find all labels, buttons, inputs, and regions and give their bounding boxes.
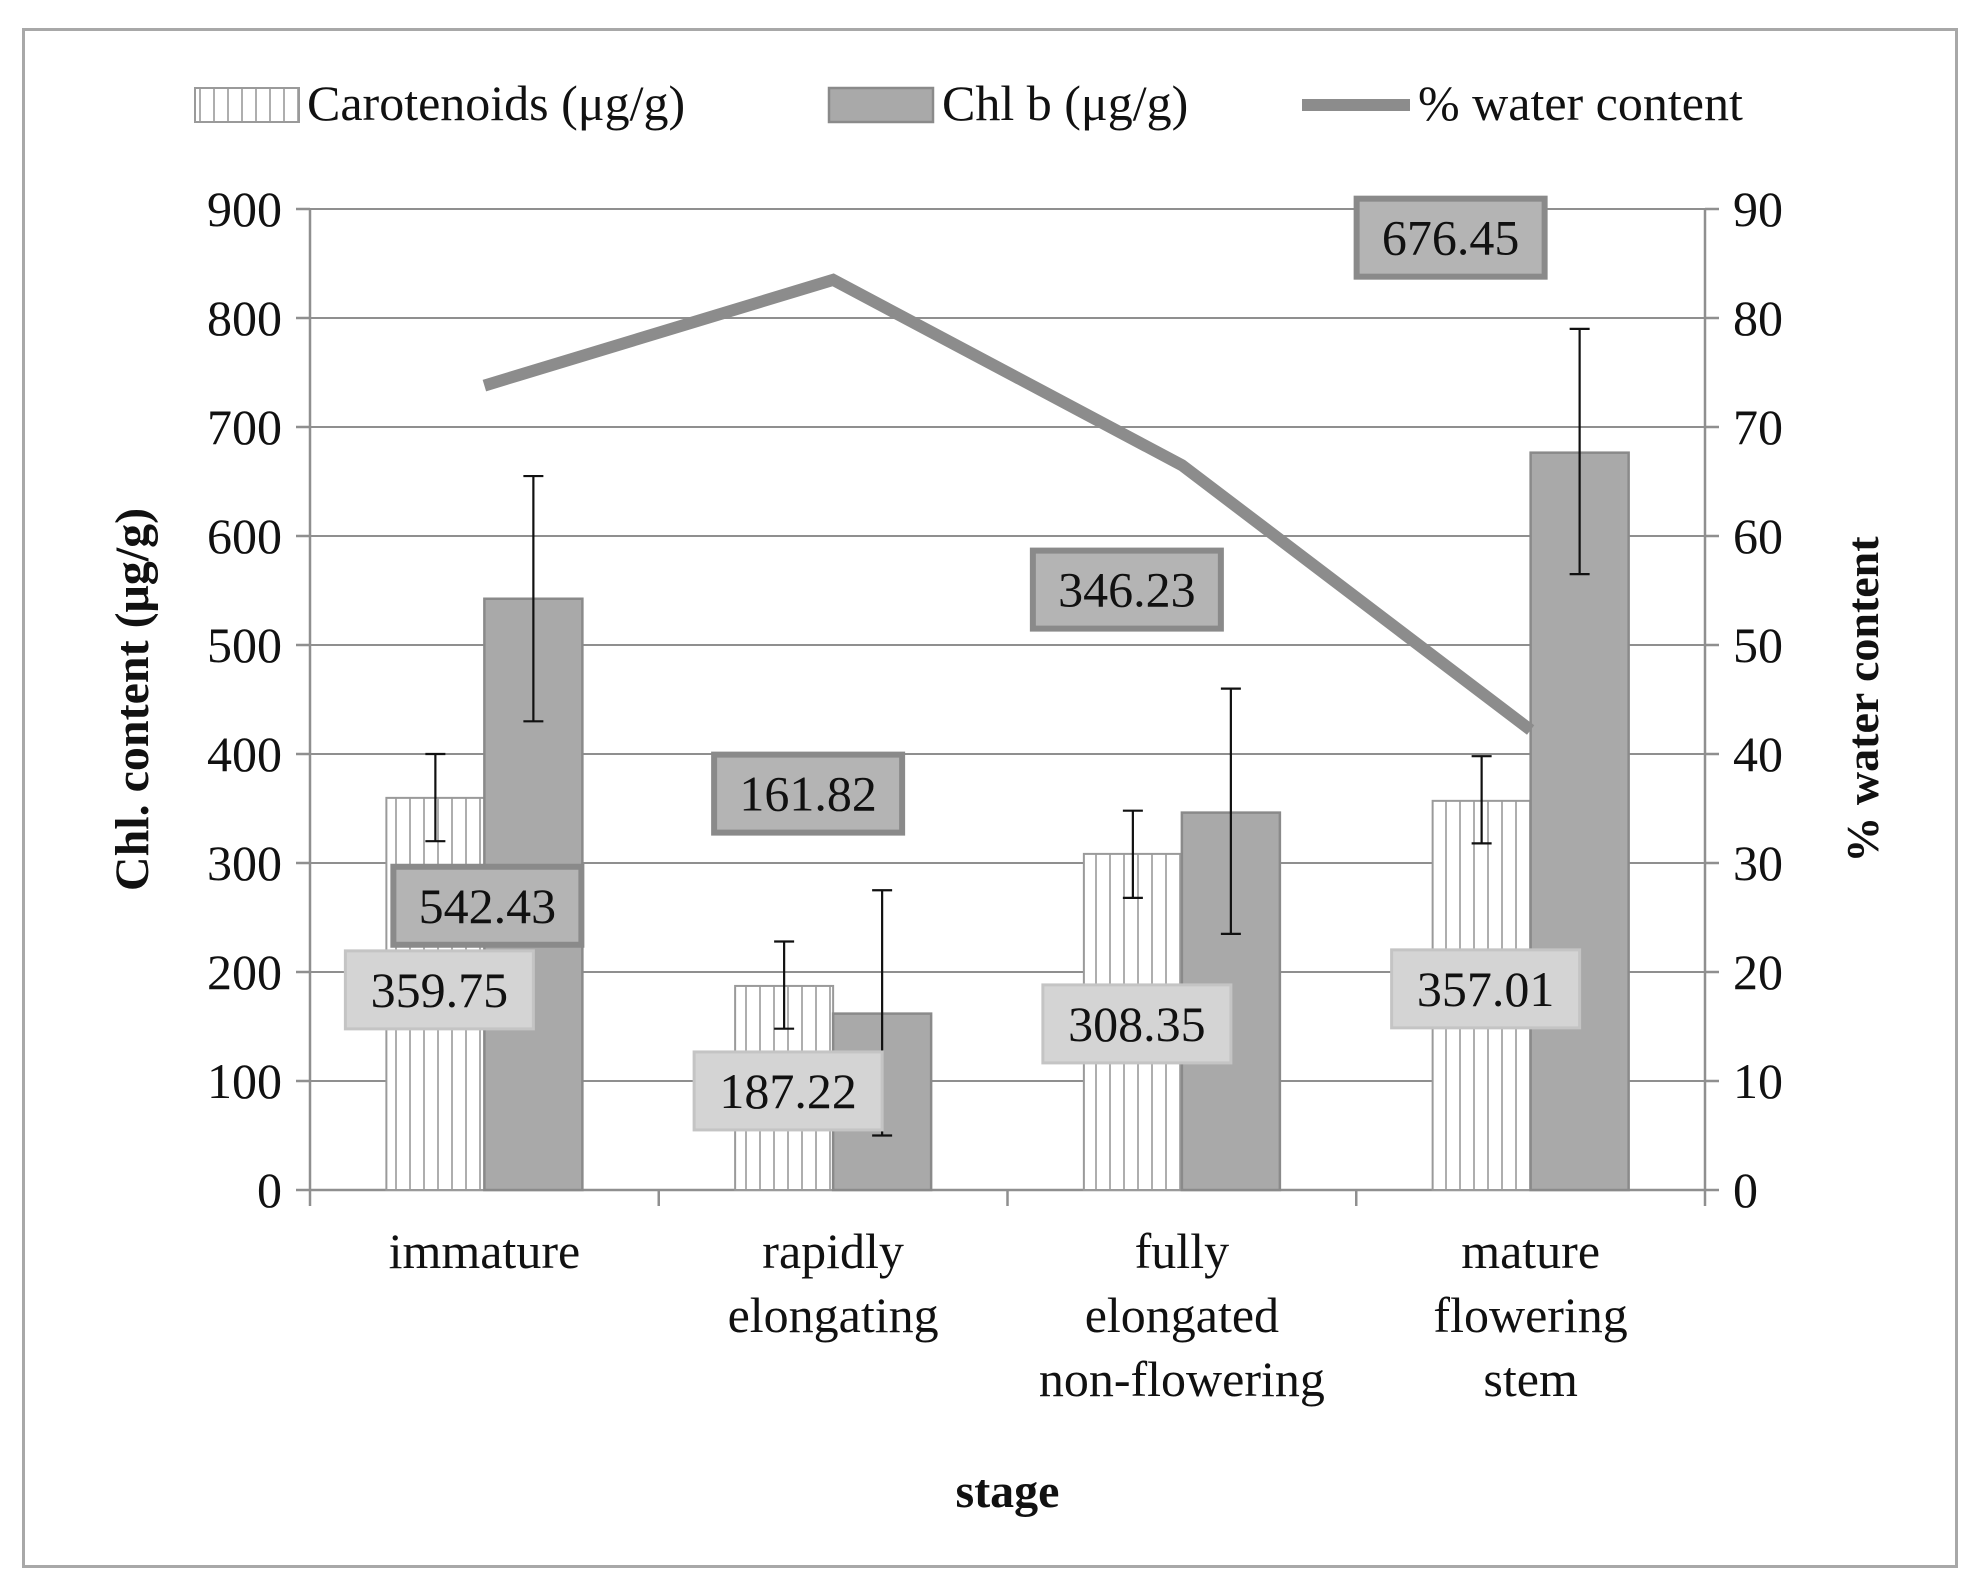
legend-label-carotenoids: Carotenoids (μg/g) [307, 75, 685, 131]
y-tick-label-left: 600 [207, 508, 282, 564]
legend-swatch-carotenoids [194, 87, 300, 123]
data-label-carotenoids: 187.22 [719, 1063, 857, 1119]
x-tick-label: stem [1483, 1351, 1578, 1407]
legend-label-chl-b: Chl b (μg/g) [942, 75, 1188, 131]
y-tick-label-left: 100 [207, 1053, 282, 1109]
x-tick-label: immature [389, 1223, 581, 1279]
data-label-chl-b-box [390, 863, 585, 948]
y-tick-label-left: 500 [207, 617, 282, 673]
y-tick-label-left: 800 [207, 290, 282, 346]
y-axis-title-right: % water content [1837, 536, 1888, 863]
y-tick-label-right: 40 [1733, 726, 1783, 782]
data-label-carotenoids: 308.35 [1068, 996, 1206, 1052]
data-label-chl-b-box [1353, 195, 1548, 280]
y-tick-label-left: 900 [207, 181, 282, 237]
x-tick-label: flowering [1433, 1287, 1627, 1343]
chart-svg: 0 100 200 300 400 500 600 700 800 900 0 10 20 30 40 50 6… [106, 75, 1888, 1518]
y-tick-label-right: 80 [1733, 290, 1783, 346]
y-tick-label-right: 10 [1733, 1053, 1783, 1109]
data-label-carotenoids: 359.75 [371, 962, 509, 1018]
data-label-carotenoids: 357.01 [1417, 961, 1555, 1017]
data-label-chl-b-box [711, 751, 906, 836]
x-tick-label: fully [1135, 1223, 1229, 1279]
line-water-content [482, 273, 1535, 735]
y-tick-label-right: 50 [1733, 617, 1783, 673]
x-tick-label: non-flowering [1039, 1351, 1325, 1407]
y-tick-label-right: 0 [1733, 1162, 1758, 1218]
data-label-chl-b: 346.23 [1058, 562, 1196, 618]
x-tick-label: elongating [728, 1287, 939, 1343]
y-tick-label-left: 300 [207, 835, 282, 891]
legend-label-water-content: % water content [1418, 75, 1743, 131]
data-label-carotenoids-box [1390, 948, 1582, 1030]
x-tick-label: rapidly [762, 1223, 904, 1279]
y-tick-label-right: 90 [1733, 181, 1783, 237]
y-tick-label-left: 400 [207, 726, 282, 782]
y-tick-label-right: 60 [1733, 508, 1783, 564]
data-label-carotenoids-box [692, 1050, 884, 1132]
y-tick-label-left: 200 [207, 944, 282, 1000]
y-tick-label-left: 0 [257, 1162, 282, 1218]
y-axis-title-left: Chl. content (μg/g) [106, 508, 159, 891]
data-label-chl-b-box [1029, 547, 1224, 632]
data-label-chl-b: 542.43 [419, 878, 557, 934]
y-tick-label-right: 20 [1733, 944, 1783, 1000]
x-tick-label: elongated [1085, 1287, 1279, 1343]
legend-swatch-chl-b [827, 86, 935, 124]
chart-frame: 0 100 200 300 400 500 600 700 800 900 0 10 20 30 40 50 6… [22, 28, 1958, 1568]
data-label-carotenoids-box [1041, 983, 1233, 1065]
data-label-chl-b: 161.82 [739, 766, 877, 822]
data-label-carotenoids-box [343, 949, 535, 1031]
x-tick-label: mature [1461, 1223, 1600, 1279]
y-tick-label-right: 70 [1733, 399, 1783, 455]
x-axis-title: stage [956, 1465, 1060, 1518]
y-tick-label-right: 30 [1733, 835, 1783, 891]
data-label-chl-b: 676.45 [1382, 210, 1520, 266]
y-tick-label-left: 700 [207, 399, 282, 455]
